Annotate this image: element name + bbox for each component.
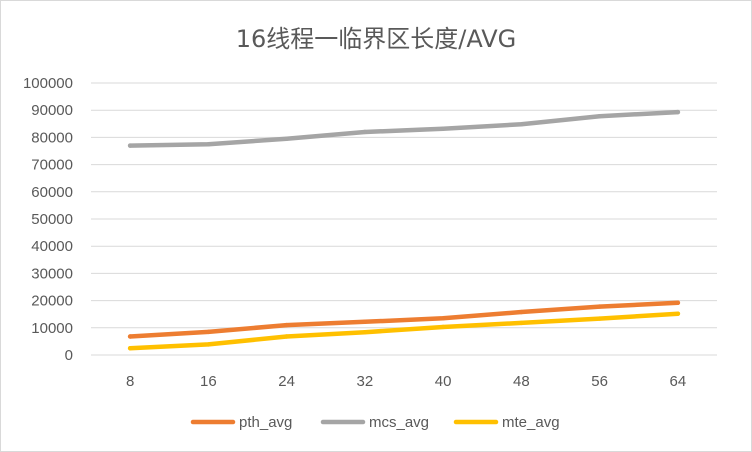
x-tick-label: 16: [200, 373, 217, 390]
data-point-pth_avg: [597, 304, 602, 309]
y-tick-label: 100000: [23, 75, 73, 92]
data-point-mte_avg: [127, 346, 133, 351]
x-tick-label: 64: [670, 373, 687, 390]
x-tick-label: 40: [435, 373, 452, 390]
data-point-mcs_avg: [362, 129, 368, 135]
data-point-mcs_avg: [440, 126, 446, 131]
data-point-mcs_avg: [127, 143, 133, 148]
data-point-pth_avg: [519, 309, 524, 315]
series-line-pth_avg: [127, 300, 681, 339]
legend-label-mcs_avg: mcs_avg: [369, 414, 429, 431]
x-tick-label: 48: [513, 373, 530, 390]
data-point-mte_avg: [362, 329, 368, 335]
y-tick-label: 80000: [31, 129, 73, 146]
legend-label-mte_avg: mte_avg: [502, 414, 560, 431]
data-point-mte_avg: [284, 334, 289, 339]
data-point-mcs_avg: [597, 113, 602, 119]
data-point-pth_avg: [206, 329, 211, 335]
data-point-pth_avg: [440, 316, 446, 321]
y-tick-label: 50000: [31, 211, 73, 228]
y-tick-label: 30000: [31, 265, 73, 282]
data-point-mte_avg: [206, 342, 211, 347]
series-line-mcs_avg: [127, 109, 681, 148]
x-tick-label: 24: [278, 373, 295, 390]
data-point-pth_avg: [127, 334, 133, 339]
data-point-mcs_avg: [675, 109, 681, 115]
x-tick-label: 56: [591, 373, 608, 390]
y-tick-label: 20000: [31, 293, 73, 310]
legend-label-pth_avg: pth_avg: [239, 414, 292, 431]
x-tick-label: 8: [126, 373, 134, 390]
y-tick-label: 0: [65, 347, 73, 364]
data-point-pth_avg: [284, 322, 289, 328]
x-tick-label: 32: [357, 373, 374, 390]
data-point-pth_avg: [362, 319, 368, 325]
data-point-mte_avg: [675, 311, 681, 316]
data-point-mcs_avg: [206, 142, 211, 147]
data-point-mte_avg: [519, 320, 524, 326]
data-point-mte_avg: [440, 324, 446, 330]
y-tick-label: 10000: [31, 320, 73, 337]
data-point-mte_avg: [597, 316, 602, 321]
y-tick-label: 90000: [31, 102, 73, 119]
data-point-pth_avg: [675, 300, 681, 305]
y-tick-label: 40000: [31, 238, 73, 255]
series-line-mte_avg: [127, 311, 681, 351]
y-tick-label: 70000: [31, 157, 73, 174]
data-point-mcs_avg: [519, 122, 524, 127]
chart-title: 16线程一临界区长度/AVG: [235, 25, 517, 53]
y-tick-label: 60000: [31, 184, 73, 201]
data-point-mcs_avg: [284, 136, 289, 141]
